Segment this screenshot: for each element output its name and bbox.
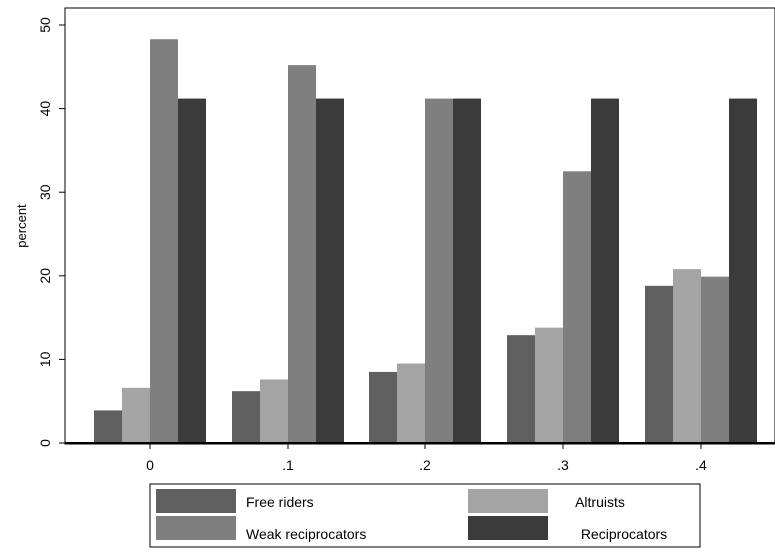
legend-label: Reciprocators <box>581 526 667 542</box>
bar <box>701 276 729 443</box>
x-axis: 0 .1 .2 .3 .4 <box>146 443 707 473</box>
bar <box>453 98 481 444</box>
bar <box>178 98 206 444</box>
bar <box>260 379 288 443</box>
bar <box>316 98 344 444</box>
bar <box>645 285 673 443</box>
bar <box>94 410 122 443</box>
bar <box>591 98 619 444</box>
x-tick-label: 0 <box>146 457 154 473</box>
y-tick-label: 10 <box>37 351 53 367</box>
bar <box>729 98 757 444</box>
bar <box>507 335 535 443</box>
x-tick-label: .3 <box>557 457 569 473</box>
y-tick-label: 0 <box>37 439 53 447</box>
bars-group <box>94 39 757 444</box>
y-axis: 0 10 20 30 40 50 <box>37 17 65 447</box>
bar <box>563 171 591 444</box>
legend: Free riders Altruists Weak reciprocators Re… <box>149 483 701 548</box>
y-tick-label: 50 <box>37 17 53 33</box>
bar <box>150 39 178 443</box>
legend-swatch <box>156 489 236 513</box>
bar <box>122 387 150 443</box>
y-tick-label: 30 <box>37 184 53 200</box>
legend-swatch <box>468 489 548 513</box>
bar <box>397 363 425 443</box>
legend-swatch <box>156 516 236 540</box>
y-tick-label: 20 <box>37 268 53 284</box>
bar <box>232 391 260 443</box>
x-tick-label: .4 <box>695 457 707 473</box>
legend-box <box>149 483 701 548</box>
legend-label: Altruists <box>575 494 625 510</box>
y-tick-label: 40 <box>37 101 53 117</box>
bar <box>673 269 701 443</box>
bar <box>425 98 453 444</box>
legend-swatch <box>468 516 548 540</box>
x-tick-label: .1 <box>282 457 294 473</box>
y-axis-title: percent <box>14 204 29 248</box>
bar <box>535 327 563 443</box>
legend-label: Free riders <box>246 494 314 510</box>
legend-label: Weak reciprocators <box>246 526 366 542</box>
bar <box>288 65 316 444</box>
x-tick-label: .2 <box>419 457 431 473</box>
bar <box>369 371 397 443</box>
